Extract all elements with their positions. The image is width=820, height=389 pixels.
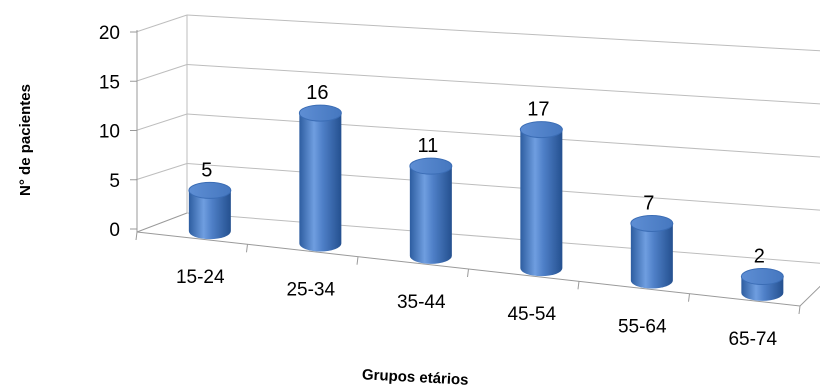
bar (188, 181, 232, 240)
y-axis-title: N° de pacientes (17, 84, 34, 196)
gridline-side (135, 64, 188, 82)
bar (409, 157, 453, 264)
data-label: 17 (527, 99, 549, 121)
floor-front-edge (136, 231, 820, 307)
data-label: 11 (417, 135, 438, 157)
category-labels: 15-24 25-34 35-44 45-54 55-64 65-74 (176, 267, 778, 350)
y-tick-labels: 0 5 10 15 20 (99, 23, 120, 241)
data-labels: 5 16 11 17 7 2 (201, 82, 765, 267)
x-tick-mark (798, 305, 801, 315)
category-label: 65-74 (728, 329, 777, 350)
bar-body (409, 166, 452, 264)
y-tick-label: 20 (99, 23, 120, 44)
category-label: 25-34 (286, 280, 335, 301)
gridline (186, 163, 820, 211)
category-label: 55-64 (618, 317, 667, 338)
gridline (186, 113, 820, 158)
y-tick-label: 5 (109, 171, 120, 192)
y-tick-label: 0 (109, 220, 120, 241)
bar-top (519, 121, 563, 139)
bars (188, 104, 784, 301)
bar-body (188, 190, 231, 240)
bar (630, 214, 674, 289)
gridline-side (135, 163, 188, 181)
bar-top (188, 181, 232, 199)
bar-body (520, 129, 563, 277)
category-label: 45-54 (507, 304, 556, 325)
data-label: 7 (643, 192, 654, 214)
data-label: 5 (201, 159, 212, 181)
x-tick-mark (688, 293, 690, 302)
x-axis-title: Grupos etários (362, 366, 469, 389)
x-tick-mark (135, 231, 138, 241)
y-tick-label: 10 (99, 122, 120, 143)
bar-top (298, 104, 342, 122)
floor-back-edge (186, 212, 820, 264)
gridline-side (135, 113, 188, 131)
gridline (186, 64, 820, 105)
bar-top (409, 157, 453, 175)
gridlines (135, 14, 820, 211)
x-tick-mark (467, 268, 469, 278)
category-label: 15-24 (176, 267, 225, 288)
gridline-side (135, 14, 188, 33)
gridline (186, 14, 820, 52)
bar-body (630, 223, 673, 289)
x-tick-mark (246, 244, 248, 253)
bar (740, 268, 784, 301)
bar-body (299, 113, 342, 252)
bar (519, 121, 563, 277)
axes (130, 15, 820, 315)
bar-top (740, 268, 784, 286)
y-tick-label: 15 (99, 72, 120, 93)
x-tick-mark (577, 281, 580, 290)
data-label: 2 (754, 246, 765, 268)
bar-top (630, 214, 674, 232)
bar (298, 104, 342, 252)
data-label: 16 (306, 82, 328, 104)
category-label: 35-44 (397, 292, 446, 313)
x-tick-mark (356, 256, 359, 265)
floor-side-edge (136, 212, 188, 233)
